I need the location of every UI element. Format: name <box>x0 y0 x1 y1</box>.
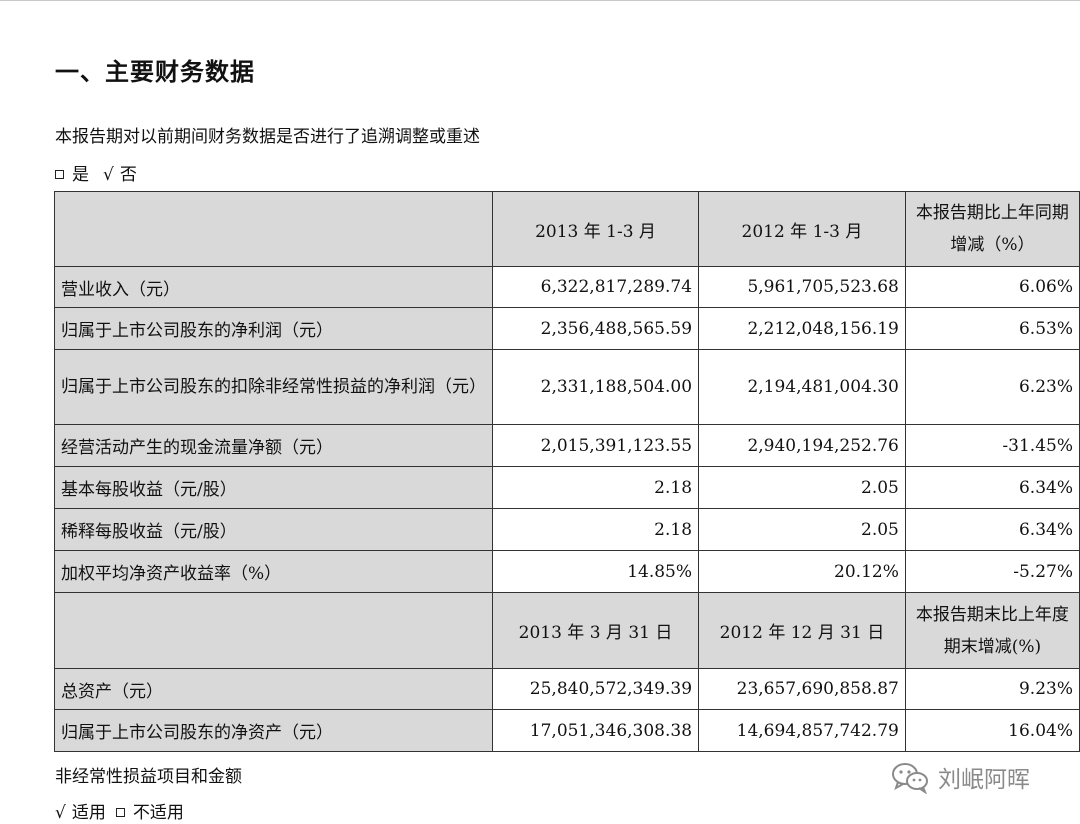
value-prior: 2.05 <box>698 508 906 551</box>
table-row: 营业收入（元） 6,322,817,289.74 5,961,705,523.6… <box>54 266 1080 308</box>
table-row: 加权平均净资产收益率（%） 14.85% 20.12% -5.27% <box>54 550 1080 593</box>
value-prior: 2,212,048,156.19 <box>698 307 906 350</box>
nonrecurring-title: 非经常性损益项目和金额 <box>55 767 242 787</box>
row-label: 经营活动产生的现金流量净额（元） <box>54 424 493 467</box>
value-current: 14.85% <box>491 550 700 593</box>
restatement-options: 是 √ 否 <box>55 160 137 185</box>
table-row: 基本每股收益（元/股） 2.18 2.05 6.34% <box>54 466 1080 509</box>
watermark: 刘岷阿晖 <box>890 760 1030 794</box>
value-prior: 2,940,194,252.76 <box>698 424 906 467</box>
header-cell-prior-date: 2012 年 12 月 31 日 <box>698 592 906 669</box>
value-change: 6.06% <box>904 266 1080 308</box>
value-change: 6.53% <box>904 307 1080 350</box>
table-row: 归属于上市公司股东的扣除非经常性损益的净利润（元） 2,331,188,504.… <box>54 349 1080 425</box>
table-header-row: 2013 年 1-3 月 2012 年 1-3 月 本报告期比上年同期增减（%） <box>54 191 1080 267</box>
table-header-row: 2013 年 3 月 31 日 2012 年 12 月 31 日 本报告期末比上… <box>54 592 1080 669</box>
wechat-icon <box>892 763 928 794</box>
row-label: 归属于上市公司股东的净资产（元） <box>54 709 493 752</box>
financial-table: 2013 年 1-3 月 2012 年 1-3 月 本报告期比上年同期增减（%）… <box>54 191 1080 752</box>
row-label: 营业收入（元） <box>54 266 493 308</box>
table-row: 归属于上市公司股东的净资产（元） 17,051,346,308.38 14,69… <box>54 709 1080 752</box>
value-prior: 2.05 <box>698 466 906 509</box>
section-heading: 一、主要财务数据 <box>55 58 255 86</box>
value-current: 2,356,488,565.59 <box>491 307 700 350</box>
header-cell-current-period: 2013 年 1-3 月 <box>491 191 700 267</box>
value-change: 6.23% <box>904 349 1080 425</box>
value-change: -5.27% <box>904 550 1080 593</box>
top-rule <box>0 0 1080 1</box>
value-change: -31.45% <box>904 424 1080 467</box>
value-prior: 14,694,857,742.79 <box>698 709 906 752</box>
table-row: 稀释每股收益（元/股） 2.18 2.05 6.34% <box>54 508 1080 551</box>
row-label: 归属于上市公司股东的净利润（元） <box>54 307 493 350</box>
value-prior: 20.12% <box>698 550 906 593</box>
value-current: 2.18 <box>491 466 700 509</box>
watermark-text: 刘岷阿晖 <box>938 767 1030 793</box>
option-not-applicable: 不适用 <box>132 803 184 823</box>
value-prior: 23,657,690,858.87 <box>698 668 906 710</box>
header-cell-change: 本报告期比上年同期增减（%） <box>904 191 1080 267</box>
row-label: 加权平均净资产收益率（%） <box>54 550 493 593</box>
value-change: 6.34% <box>904 466 1080 509</box>
row-label: 基本每股收益（元/股） <box>54 466 493 509</box>
row-label: 总资产（元） <box>54 668 493 710</box>
checkmark-icon: √ <box>55 803 66 823</box>
checkmark-icon: √ <box>103 165 114 185</box>
value-current: 2,015,391,123.55 <box>491 424 700 467</box>
table-row: 总资产（元） 25,840,572,349.39 23,657,690,858.… <box>54 668 1080 710</box>
row-label: 归属于上市公司股东的扣除非经常性损益的净利润（元） <box>54 349 493 425</box>
row-label: 稀释每股收益（元/股） <box>54 508 493 551</box>
value-current: 25,840,572,349.39 <box>491 668 700 710</box>
table-row: 归属于上市公司股东的净利润（元） 2,356,488,565.59 2,212,… <box>54 307 1080 350</box>
restatement-question: 本报告期对以前期间财务数据是否进行了追溯调整或重述 <box>55 127 480 147</box>
table-row: 经营活动产生的现金流量净额（元） 2,015,391,123.55 2,940,… <box>54 424 1080 467</box>
value-current: 2.18 <box>491 508 700 551</box>
value-change: 16.04% <box>904 709 1080 752</box>
value-current: 6,322,817,289.74 <box>491 266 700 308</box>
value-current: 17,051,346,308.38 <box>491 709 700 752</box>
unchecked-box-icon <box>55 170 64 179</box>
option-no: 否 <box>119 165 137 185</box>
option-yes: 是 <box>72 165 89 185</box>
value-current: 2,331,188,504.00 <box>491 349 700 425</box>
header-cell-prior-period: 2012 年 1-3 月 <box>698 191 906 267</box>
header-cell-empty <box>54 191 493 267</box>
value-prior: 5,961,705,523.68 <box>698 266 906 308</box>
option-applicable: 适用 <box>71 803 106 823</box>
value-prior: 2,194,481,004.30 <box>698 349 906 425</box>
unchecked-box-icon <box>115 808 125 817</box>
applicable-options: √ 适用 不适用 <box>55 798 184 823</box>
header-cell-current-date: 2013 年 3 月 31 日 <box>491 592 700 669</box>
value-change: 6.34% <box>904 508 1080 551</box>
value-change: 9.23% <box>904 668 1080 710</box>
header-cell-empty <box>54 592 493 669</box>
header-cell-change: 本报告期末比上年度期末增减(%) <box>904 592 1080 669</box>
